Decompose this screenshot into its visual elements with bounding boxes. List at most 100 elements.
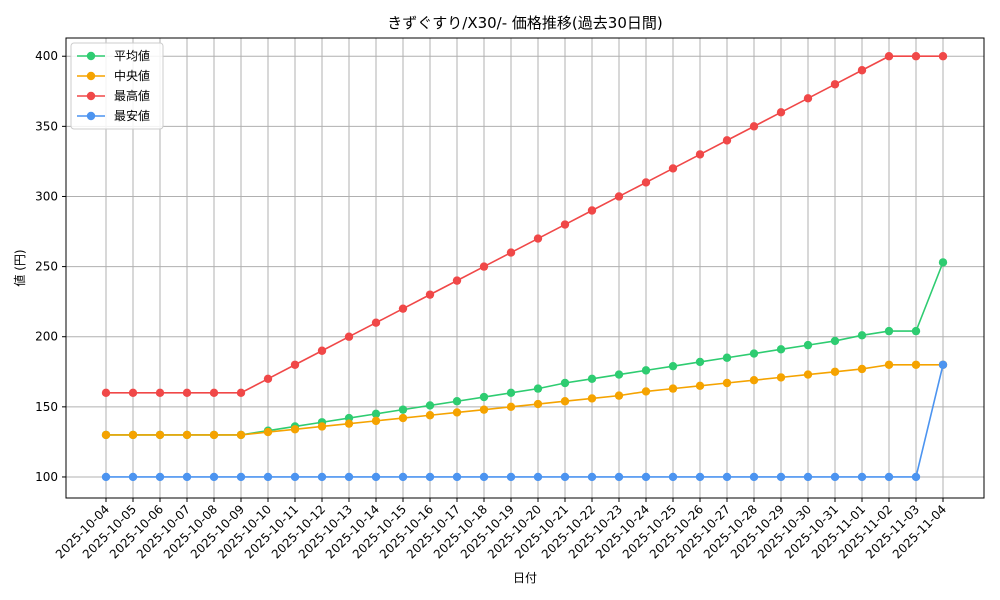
data-point bbox=[668, 164, 678, 173]
data-point bbox=[830, 472, 840, 482]
data-point bbox=[668, 384, 678, 393]
series-最高値 bbox=[101, 52, 948, 398]
data-point bbox=[884, 360, 894, 369]
data-point bbox=[938, 258, 948, 267]
series-line bbox=[106, 55, 943, 394]
data-point bbox=[317, 472, 327, 482]
data-point bbox=[533, 234, 543, 243]
x-axis-label: 日付 bbox=[513, 571, 537, 585]
legend-label: 最高値 bbox=[114, 88, 150, 103]
data-point bbox=[398, 304, 408, 313]
data-point bbox=[803, 340, 813, 350]
legend-swatch-marker bbox=[86, 91, 96, 101]
series-最安値 bbox=[101, 360, 948, 482]
data-point bbox=[155, 430, 165, 440]
data-point bbox=[344, 472, 354, 482]
grid bbox=[66, 38, 984, 498]
series-line bbox=[106, 364, 944, 478]
data-point bbox=[614, 192, 624, 201]
data-point bbox=[641, 472, 651, 482]
legend-item: 平均値 bbox=[77, 48, 150, 63]
data-point bbox=[695, 150, 705, 159]
plot-frame bbox=[65, 37, 985, 499]
data-point bbox=[425, 411, 435, 420]
data-point bbox=[884, 52, 894, 61]
data-point bbox=[290, 360, 300, 369]
data-point bbox=[614, 472, 624, 482]
data-point bbox=[803, 94, 813, 103]
data-point bbox=[155, 388, 165, 398]
data-point bbox=[938, 360, 948, 369]
data-point bbox=[479, 392, 489, 402]
series-中央値 bbox=[101, 360, 948, 440]
legend-box bbox=[70, 42, 164, 130]
data-point bbox=[452, 472, 462, 482]
data-point bbox=[641, 387, 651, 396]
legend-swatch-marker bbox=[86, 51, 96, 61]
data-point bbox=[830, 80, 840, 89]
data-point bbox=[884, 472, 894, 482]
x-axis: 2025-10-042025-10-052025-10-062025-10-07… bbox=[53, 498, 949, 561]
chart-title: きずぐすり/X30/- 価格推移(過去30日間) bbox=[387, 14, 662, 32]
data-point bbox=[533, 399, 543, 409]
data-point bbox=[155, 472, 165, 482]
legend-label: 最安値 bbox=[114, 108, 150, 123]
data-point bbox=[344, 332, 354, 341]
data-point bbox=[911, 326, 921, 336]
data-point bbox=[209, 388, 219, 398]
data-point bbox=[317, 346, 327, 355]
series-layer bbox=[101, 52, 948, 482]
data-point bbox=[371, 409, 381, 419]
data-point bbox=[749, 349, 759, 358]
data-point bbox=[857, 331, 867, 340]
data-point bbox=[452, 276, 462, 285]
data-point bbox=[668, 472, 678, 482]
data-point bbox=[236, 472, 246, 482]
legend-item: 最高値 bbox=[77, 88, 150, 103]
data-point bbox=[128, 430, 138, 440]
data-point bbox=[560, 378, 570, 388]
data-point bbox=[884, 326, 894, 336]
data-point bbox=[209, 430, 219, 440]
data-point bbox=[101, 388, 111, 398]
data-point bbox=[479, 472, 489, 482]
data-point bbox=[506, 472, 516, 482]
data-point bbox=[344, 419, 354, 428]
data-point bbox=[803, 472, 813, 482]
data-point bbox=[722, 353, 732, 362]
y-tick-label: 250 bbox=[35, 260, 58, 274]
data-point bbox=[425, 401, 435, 410]
legend-swatch-marker bbox=[86, 111, 96, 121]
legend-item: 中央値 bbox=[77, 68, 150, 83]
data-point bbox=[398, 413, 408, 423]
data-point bbox=[803, 370, 813, 379]
data-point bbox=[695, 472, 705, 482]
data-point bbox=[641, 178, 651, 187]
y-axis: 100 150 200 250 300 350 400 bbox=[35, 49, 66, 484]
data-point bbox=[452, 408, 462, 417]
data-point bbox=[209, 472, 219, 482]
data-point bbox=[317, 422, 327, 431]
data-point bbox=[560, 220, 570, 229]
data-point bbox=[425, 290, 435, 299]
data-point bbox=[182, 472, 192, 482]
y-tick-label: 150 bbox=[35, 400, 58, 414]
y-tick-label: 350 bbox=[35, 119, 58, 133]
data-point bbox=[641, 366, 651, 375]
data-point bbox=[263, 427, 273, 437]
data-point bbox=[371, 472, 381, 482]
data-point bbox=[263, 374, 273, 383]
data-point bbox=[776, 345, 786, 354]
data-point bbox=[668, 361, 678, 371]
data-point bbox=[830, 336, 840, 346]
legend-swatch-marker bbox=[86, 71, 96, 81]
data-point bbox=[938, 52, 948, 61]
data-point bbox=[533, 384, 543, 393]
y-axis-label: 値 (円) bbox=[12, 249, 27, 286]
legend-item: 最安値 bbox=[77, 108, 150, 123]
data-point bbox=[290, 425, 300, 434]
y-tick-label: 100 bbox=[35, 470, 58, 484]
data-point bbox=[425, 472, 435, 482]
